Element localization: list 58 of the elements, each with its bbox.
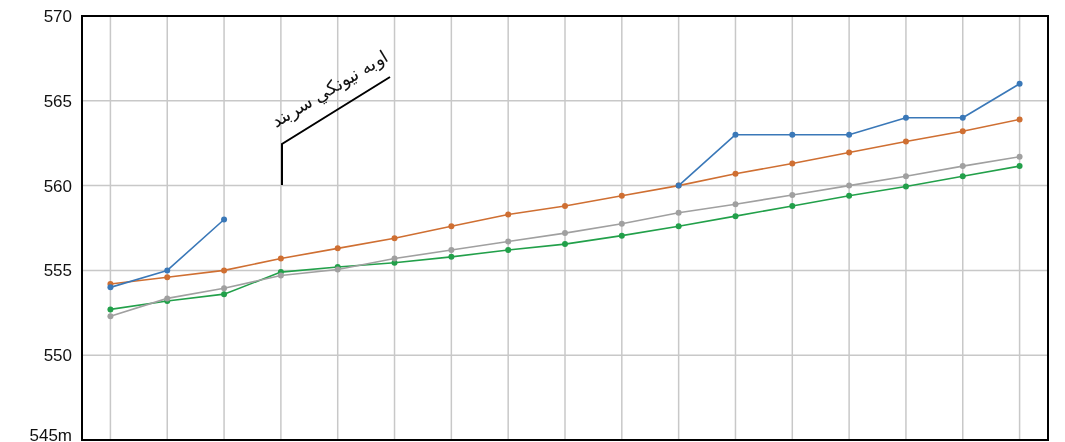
point — [1016, 163, 1023, 170]
point — [107, 313, 114, 320]
point — [732, 201, 739, 208]
point — [789, 131, 796, 138]
point — [675, 209, 682, 216]
point — [1016, 116, 1023, 123]
y-tick-label: 570 — [43, 7, 72, 26]
point — [1016, 153, 1023, 160]
point — [732, 131, 739, 138]
point — [902, 138, 909, 145]
point — [789, 160, 796, 167]
point — [562, 230, 568, 237]
point — [732, 213, 739, 220]
point — [505, 247, 512, 254]
point — [448, 223, 455, 230]
y-tick-label: 545m — [29, 426, 72, 442]
point — [959, 173, 966, 180]
point — [448, 253, 455, 260]
point — [1016, 80, 1023, 87]
point — [277, 255, 284, 262]
point — [107, 306, 114, 313]
y-tick-label: 560 — [43, 176, 72, 196]
point — [902, 183, 909, 190]
point — [902, 114, 909, 121]
point — [505, 211, 512, 218]
point — [221, 216, 228, 223]
y-tick-label: 550 — [43, 346, 72, 366]
point — [675, 223, 682, 230]
point — [221, 267, 228, 274]
annotation: اوبه نیونکي سربند — [268, 46, 393, 133]
point — [959, 163, 966, 170]
point — [618, 232, 625, 239]
point — [391, 235, 398, 242]
point — [789, 191, 796, 198]
point — [334, 245, 341, 252]
point — [618, 192, 625, 199]
point — [902, 173, 909, 180]
point — [505, 238, 512, 245]
point — [164, 267, 171, 274]
y-tick-label: 555 — [43, 261, 72, 281]
point — [221, 291, 228, 298]
point — [391, 255, 398, 262]
point — [846, 131, 853, 138]
point — [959, 128, 966, 135]
point — [164, 274, 171, 281]
point — [448, 247, 455, 254]
point — [959, 114, 966, 121]
point — [562, 202, 568, 209]
point — [562, 241, 568, 248]
y-tick-label: 565 — [43, 91, 72, 111]
point — [221, 285, 228, 292]
point — [732, 170, 739, 177]
point — [107, 284, 114, 291]
point — [846, 192, 853, 199]
point — [789, 202, 796, 209]
point — [846, 182, 853, 189]
point — [618, 220, 625, 227]
point — [846, 149, 853, 156]
